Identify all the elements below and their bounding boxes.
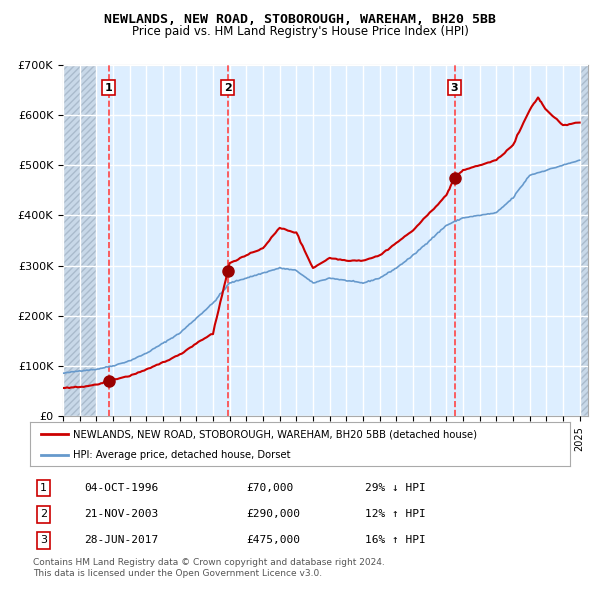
Text: £475,000: £475,000 bbox=[246, 536, 300, 546]
Text: 04-OCT-1996: 04-OCT-1996 bbox=[84, 483, 158, 493]
Text: 2: 2 bbox=[40, 509, 47, 519]
Text: £70,000: £70,000 bbox=[246, 483, 293, 493]
Bar bbox=[63, 65, 97, 416]
Text: 29% ↓ HPI: 29% ↓ HPI bbox=[365, 483, 425, 493]
Text: 21-NOV-2003: 21-NOV-2003 bbox=[84, 509, 158, 519]
Text: Contains HM Land Registry data © Crown copyright and database right 2024.: Contains HM Land Registry data © Crown c… bbox=[33, 558, 385, 566]
Text: 12% ↑ HPI: 12% ↑ HPI bbox=[365, 509, 425, 519]
Text: HPI: Average price, detached house, Dorset: HPI: Average price, detached house, Dors… bbox=[73, 450, 290, 460]
Text: This data is licensed under the Open Government Licence v3.0.: This data is licensed under the Open Gov… bbox=[33, 569, 322, 578]
Text: NEWLANDS, NEW ROAD, STOBOROUGH, WAREHAM, BH20 5BB: NEWLANDS, NEW ROAD, STOBOROUGH, WAREHAM,… bbox=[104, 13, 496, 26]
Text: Price paid vs. HM Land Registry's House Price Index (HPI): Price paid vs. HM Land Registry's House … bbox=[131, 25, 469, 38]
Text: 1: 1 bbox=[40, 483, 47, 493]
Text: 3: 3 bbox=[451, 83, 458, 93]
Text: 2: 2 bbox=[224, 83, 232, 93]
Text: NEWLANDS, NEW ROAD, STOBOROUGH, WAREHAM, BH20 5BB (detached house): NEWLANDS, NEW ROAD, STOBOROUGH, WAREHAM,… bbox=[73, 430, 477, 439]
Text: 16% ↑ HPI: 16% ↑ HPI bbox=[365, 536, 425, 546]
Text: £290,000: £290,000 bbox=[246, 509, 300, 519]
Text: 1: 1 bbox=[105, 83, 113, 93]
Text: 3: 3 bbox=[40, 536, 47, 546]
Text: 28-JUN-2017: 28-JUN-2017 bbox=[84, 536, 158, 546]
Bar bbox=[580, 65, 588, 416]
